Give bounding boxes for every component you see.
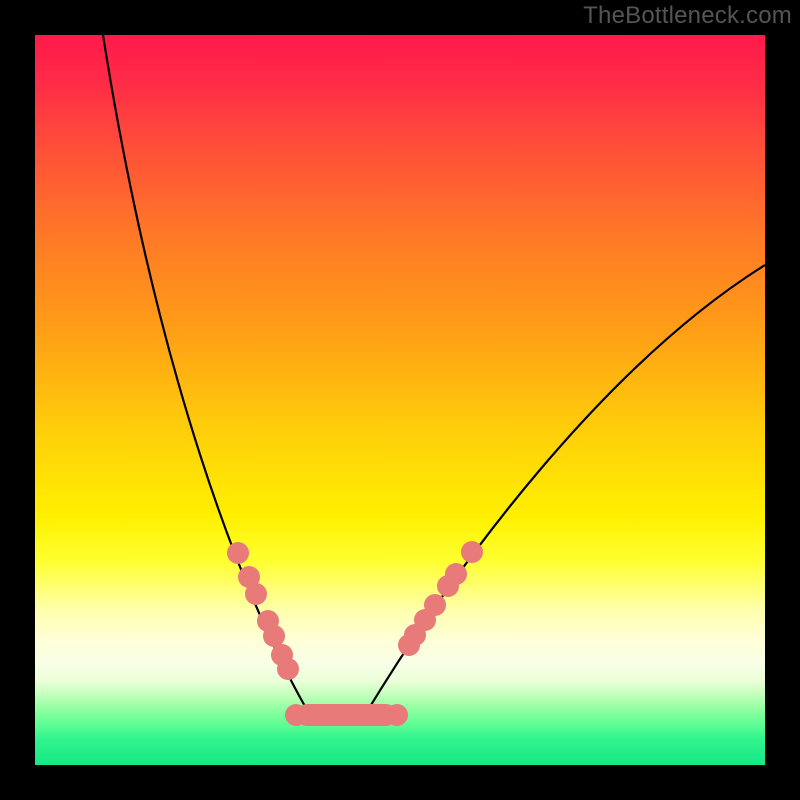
marker-bar-cap-left xyxy=(285,704,307,726)
marker-dot xyxy=(245,583,267,605)
marker-dot xyxy=(424,594,446,616)
plot-background xyxy=(35,35,765,765)
marker-dot xyxy=(445,563,467,585)
marker-dot xyxy=(277,658,299,680)
marker-dot xyxy=(461,541,483,563)
chart-plot xyxy=(35,35,765,765)
marker-dot xyxy=(263,625,285,647)
marker-bar-cap-right xyxy=(386,704,408,726)
watermark-text: TheBottleneck.com xyxy=(583,2,792,30)
marker-dot xyxy=(227,542,249,564)
marker-bottom-bar xyxy=(296,704,397,726)
